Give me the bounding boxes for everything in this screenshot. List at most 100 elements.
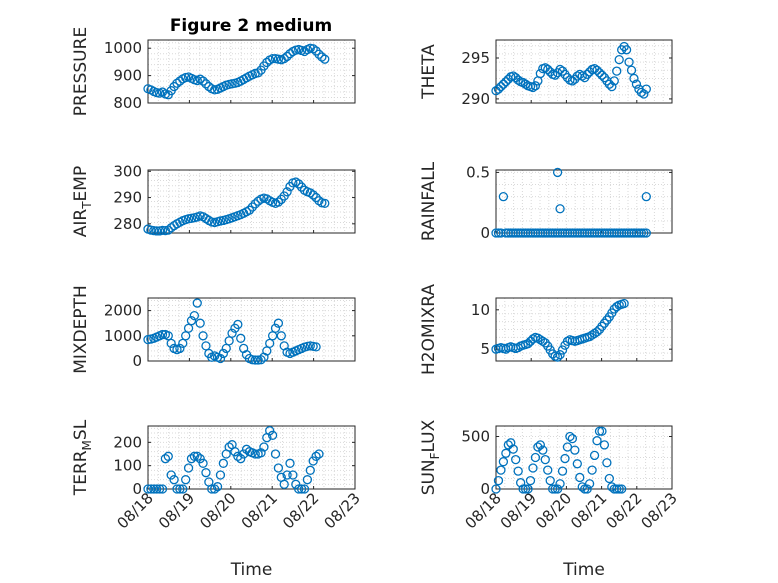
data-point — [314, 49, 324, 59]
data-point — [212, 482, 223, 492]
y-tick-label: 0 — [480, 224, 490, 242]
data-point — [201, 468, 211, 478]
data-point — [567, 433, 578, 444]
data-point — [288, 470, 298, 480]
data-point — [279, 53, 289, 64]
data-point — [641, 228, 651, 238]
data-point — [617, 484, 627, 494]
x-tick-label: 08/19 — [497, 489, 540, 532]
data-point — [172, 78, 182, 88]
data-point — [308, 190, 318, 200]
subplot-terr-msl: 010020008/1808/1908/2008/2108/2208/23TER… — [71, 419, 364, 580]
data-point — [265, 426, 275, 436]
data-point — [592, 65, 602, 75]
data-point — [207, 484, 217, 494]
subplot-rainfall: 0 0.5 RAINFALL — [419, 161, 673, 242]
y-tick-label: 295 — [461, 49, 490, 67]
data-point — [163, 451, 173, 461]
data-point — [594, 68, 605, 78]
data-point — [282, 51, 292, 62]
data-point — [552, 352, 563, 362]
y-axis-label: H2OMIXRA — [419, 284, 439, 375]
data-point — [244, 205, 255, 215]
data-point — [189, 310, 200, 321]
x-tick-label: 08/21 — [567, 489, 610, 532]
data-point — [612, 66, 622, 76]
data-point — [314, 449, 324, 459]
data-point — [550, 484, 560, 494]
data-point — [498, 79, 509, 89]
data-point — [314, 196, 324, 206]
data-point — [247, 202, 257, 212]
y-tick-label: 0.5 — [466, 163, 490, 181]
data-point — [592, 436, 602, 446]
data-point — [523, 484, 533, 494]
data-point — [143, 484, 153, 494]
data-point — [311, 192, 321, 203]
data-point — [308, 456, 318, 466]
data-point — [496, 81, 506, 92]
data-point — [501, 448, 511, 458]
data-point — [296, 484, 307, 494]
data-point — [548, 484, 558, 494]
data-point — [641, 84, 651, 94]
data-series — [143, 177, 330, 236]
data-point — [224, 442, 234, 452]
data-point — [201, 79, 211, 89]
data-point — [513, 466, 523, 476]
data-point — [533, 442, 543, 452]
data-point — [624, 57, 634, 67]
data-point — [320, 54, 330, 64]
data-series — [491, 41, 651, 99]
y-axis-label: RAINFALL — [419, 161, 439, 241]
data-point — [555, 479, 565, 489]
data-point — [294, 484, 304, 494]
figure-title: Figure 2 medium — [170, 16, 332, 36]
y-tick-label: 5 — [480, 340, 490, 358]
data-point — [582, 69, 592, 80]
data-series — [143, 426, 324, 494]
data-point — [256, 448, 266, 458]
data-point — [533, 333, 543, 343]
data-point — [311, 342, 321, 352]
y-tick-label: 0 — [480, 480, 490, 498]
x-tick-label: 08/22 — [602, 489, 645, 532]
data-point — [267, 430, 278, 440]
data-point — [285, 458, 295, 468]
data-point — [227, 328, 237, 338]
data-point — [183, 463, 194, 473]
axes-box — [495, 297, 673, 362]
data-point — [577, 71, 587, 81]
y-tick-label: 800 — [113, 94, 142, 112]
data-point — [152, 226, 162, 236]
data-point — [236, 454, 246, 464]
y-tick-label: 100 — [113, 457, 142, 475]
data-series — [143, 43, 330, 100]
data-point — [230, 447, 240, 457]
data-point — [550, 70, 560, 80]
subplot-air-temp: 280 290 300 AIRTEMP — [71, 162, 356, 237]
data-point — [552, 484, 563, 494]
data-point — [631, 79, 642, 89]
data-point — [172, 484, 182, 494]
x-axis-label: Time — [562, 560, 605, 580]
data-point — [299, 484, 310, 494]
data-point — [233, 451, 243, 461]
data-point — [160, 454, 171, 464]
data-point — [535, 335, 546, 345]
data-series — [143, 298, 321, 365]
data-point — [279, 479, 289, 489]
data-point — [250, 199, 260, 209]
data-point — [520, 484, 531, 494]
data-point — [308, 44, 318, 54]
data-point — [276, 331, 286, 341]
data-point — [607, 81, 617, 92]
data-point — [175, 343, 185, 354]
x-tick-label: 08/20 — [196, 489, 239, 532]
y-tick-label: 1000 — [104, 39, 142, 57]
data-series — [491, 167, 651, 238]
data-point — [513, 75, 523, 85]
data-point — [498, 192, 509, 202]
